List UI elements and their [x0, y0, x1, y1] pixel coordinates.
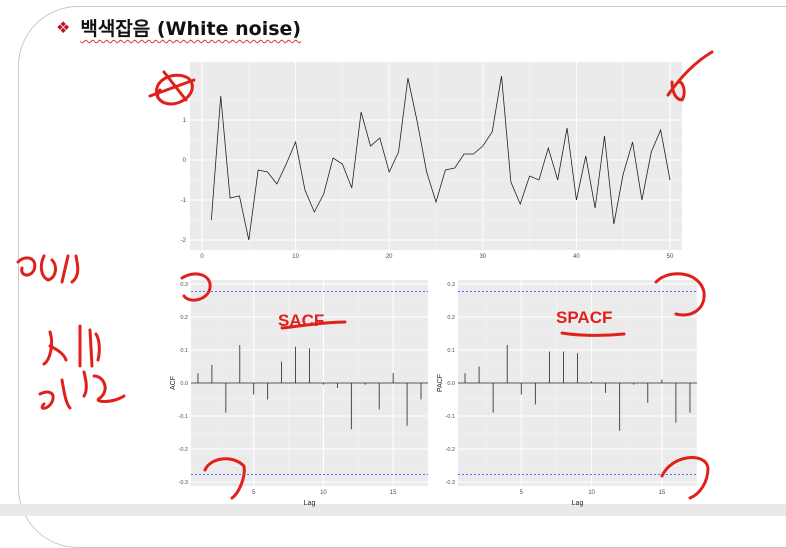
spacf-label: SPACF	[556, 308, 612, 327]
ts-x-tick-label: 10	[292, 254, 299, 260]
acf-x-axis-label: Lag	[304, 500, 316, 507]
acf-x-tick-label: 10	[320, 490, 327, 496]
pacf-x-tick-label: 10	[588, 490, 595, 496]
ts-x-tick-label: 40	[573, 254, 580, 260]
ts-y-tick-label: 0	[183, 158, 187, 164]
ts-y-tick-label: -1	[181, 198, 187, 204]
ts-x-tick-label: 50	[667, 254, 674, 260]
ts-y-tick-label: 1	[183, 118, 187, 124]
acf-y-tick-label: 0.3	[180, 282, 188, 288]
pacf-y-axis-label: PACF	[437, 374, 444, 392]
hand-note-reliability	[44, 326, 99, 366]
pacf-y-tick-label: 0.2	[447, 315, 455, 321]
pacf-y-tick-label: 0.0	[447, 381, 455, 387]
ts-y-tick-label: -2	[181, 238, 187, 244]
acf-y-tick-label: 0.1	[180, 348, 188, 354]
hand-note-line1: 95%	[2, 297, 4, 299]
acf-x-tick-label: 15	[390, 490, 397, 496]
pacf-x-tick-label: 5	[520, 490, 524, 496]
hand-note-line2: 신뢰	[2, 368, 4, 371]
acf-x-tick-label: 5	[252, 490, 256, 496]
hand-note-95-percent	[18, 256, 78, 282]
pacf-y-tick-label: -0.2	[446, 447, 455, 453]
acf-y-tick-label: 0.0	[180, 381, 188, 387]
acf-y-tick-label: -0.3	[179, 480, 188, 486]
pacf-x-axis-label: Lag	[572, 500, 584, 507]
acf-y-tick-label: -0.2	[179, 447, 188, 453]
hand-note-line3: 구간	[2, 410, 4, 413]
acf-y-axis-label: ACF	[170, 376, 177, 390]
ts-x-tick-label: 20	[386, 254, 393, 260]
ts-x-tick-label: 30	[479, 254, 486, 260]
acf-y-tick-label: -0.1	[179, 414, 188, 420]
sacf-label: SACF	[278, 311, 324, 330]
pacf-y-tick-label: -0.1	[446, 414, 455, 420]
hand-note-interval	[40, 372, 124, 408]
acf-y-tick-label: 0.2	[180, 315, 188, 321]
pacf-y-tick-label: 0.1	[447, 348, 455, 354]
ts-x-tick-label: 0	[200, 254, 204, 260]
pacf-y-tick-label: -0.3	[446, 480, 455, 486]
pacf-x-tick-label: 15	[659, 490, 666, 496]
pacf-y-tick-label: 0.3	[447, 282, 455, 288]
